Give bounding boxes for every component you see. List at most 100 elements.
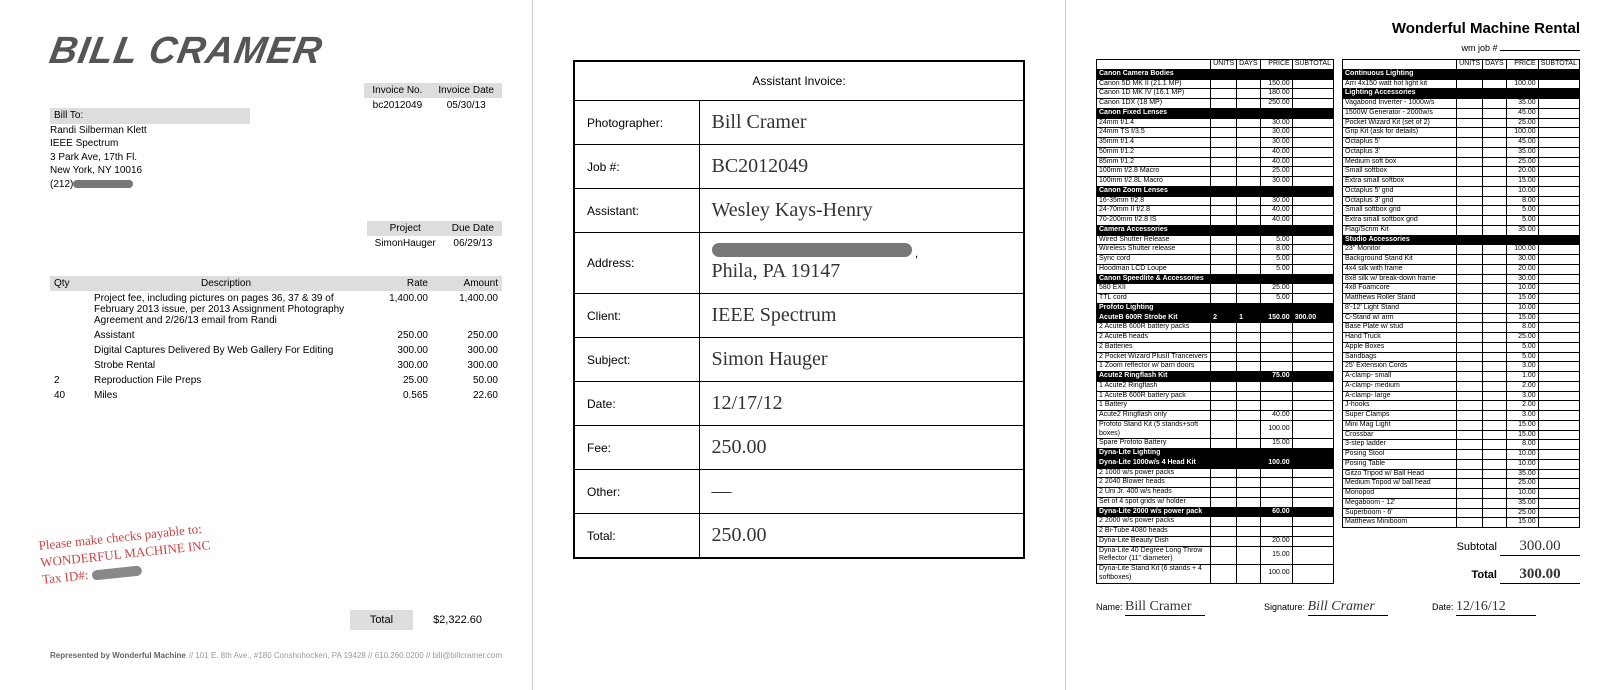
rental-row: Profoto Stand Kit (5 stands+soft boxes)1… — [1097, 420, 1334, 439]
form-row: Assistant:Wesley Kays-Henry — [574, 189, 1024, 233]
rental-row: Megaboom - 12'35.00 — [1343, 498, 1580, 508]
rental-row: Wired Shutter Release5.00 — [1097, 235, 1334, 245]
total-value: $2,322.60 — [413, 610, 502, 630]
form-value: 250.00 — [699, 426, 1024, 470]
rental-row: Dyna-Lite Stand Kit (6 stands + 4 softbo… — [1097, 565, 1334, 584]
total-label: Total — [350, 610, 413, 630]
rental-row: Medium soft box25.00 — [1343, 157, 1580, 167]
rental-row: 580 EXII25.00 — [1097, 284, 1334, 294]
invoice-line: Project fee, including pictures on pages… — [50, 291, 502, 328]
rental-row: C-Stand w/ arm15.00 — [1343, 313, 1580, 323]
rental-row: A-clamp- small1.00 — [1343, 372, 1580, 382]
rental-row: Small softbox20.00 — [1343, 167, 1580, 177]
rental-row: Crossbar15.00 — [1343, 430, 1580, 440]
rental-section: Dyna-Lite Lighting — [1097, 449, 1334, 459]
form-label: Total: — [574, 514, 699, 559]
form-label: Subject: — [574, 338, 699, 382]
form-label: Date: — [574, 382, 699, 426]
rental-row: Sandbags5.00 — [1343, 352, 1580, 362]
rental-section: Dyna-Lite 1000w/s 4 Head Kit100.00 — [1097, 458, 1334, 468]
rental-section: Studio Accessories — [1343, 235, 1580, 245]
rental-section: Profoto Lighting — [1097, 303, 1334, 313]
rental-row: Octaplus 5' grid10.00 — [1343, 186, 1580, 196]
rental-row: Hand Truck25.00 — [1343, 333, 1580, 343]
rental-row: Monopod10.00 — [1343, 489, 1580, 499]
rental-row: 23" Monitor100.00 — [1343, 245, 1580, 255]
form-label: Assistant: — [574, 189, 699, 233]
rental-row: 2 1000 w/s power packs — [1097, 468, 1334, 478]
form-label: Address: — [574, 233, 699, 294]
rental-row: Small softbox grid5.00 — [1343, 206, 1580, 216]
rental-signature-row: Name: Bill Cramer Signature: Bill Cramer… — [1096, 599, 1580, 616]
rental-row: 100mm f/2.8 Macro25.00 — [1097, 167, 1334, 177]
bill-to-addr2: New York, NY 10016 — [50, 164, 250, 178]
form-row: Address: ,Phila, PA 19147 — [574, 233, 1024, 294]
rental-row: 24mm f/1.430.00 — [1097, 118, 1334, 128]
rental-row: Medium Tripod w/ ball head25.00 — [1343, 479, 1580, 489]
rental-row: 50mm f/1.240.00 — [1097, 147, 1334, 157]
sig-name: Name: Bill Cramer — [1096, 599, 1244, 616]
rental-row: 2 Uni Jr. 400 w/s heads — [1097, 488, 1334, 498]
rental-row: Superboom - 6'25.00 — [1343, 508, 1580, 518]
bill-to-name: Randi Silberman Klett — [50, 124, 250, 138]
redacted-address — [712, 243, 912, 257]
rental-row: Super Clamps3.00 — [1343, 411, 1580, 421]
rental-row: 85mm f/1.240.00 — [1097, 157, 1334, 167]
rental-row: 16-35mm f/2.830.00 — [1097, 196, 1334, 206]
bill-to-phone: (212) — [50, 178, 250, 192]
rental-row: 1 Acute2 Ringflash — [1097, 381, 1334, 391]
form-value: Wesley Kays-Henry — [699, 189, 1024, 233]
rental-row: Sync cord5.00 — [1097, 255, 1334, 265]
rental-row: Posing Table10.00 — [1343, 459, 1580, 469]
form-value: Bill Cramer — [699, 101, 1024, 145]
rental-row: 1500W Generator - 2000w/s45.00 — [1343, 108, 1580, 118]
rental-row: Base Plate w/ stud8.00 — [1343, 323, 1580, 333]
rental-row: Dyna-Lite Beauty Dish20.00 — [1097, 536, 1334, 546]
rental-title: Wonderful Machine Rental — [1096, 20, 1580, 37]
rental-subtotal: Subtotal 300.00 — [1342, 538, 1580, 556]
form-value: BC2012049 — [699, 145, 1024, 189]
rental-section: Dyna-Lite 2000 w/s power pack60.00 — [1097, 507, 1334, 517]
rental-table-left: UNITSDAYSPRICESUBTOTALCanon Camera Bodie… — [1096, 59, 1334, 584]
invoice-line: Assistant250.00250.00 — [50, 328, 502, 343]
rental-row: Octaplus 5'45.00 — [1343, 138, 1580, 148]
invoice-line: Digital Captures Delivered By Web Galler… — [50, 343, 502, 358]
rental-row: 35mm f/1.430.00 — [1097, 138, 1334, 148]
form-row: Client:IEEE Spectrum — [574, 294, 1024, 338]
rental-section: Canon Zoom Lenses — [1097, 186, 1334, 196]
form-row: Subject:Simon Hauger — [574, 338, 1024, 382]
rental-row: TTL cord5.00 — [1097, 294, 1334, 304]
rental-row: Matthews Roller Stand15.00 — [1343, 294, 1580, 304]
rental-row: A-clamp- medium2.00 — [1343, 381, 1580, 391]
rental-row: 8'-12' Light Stand10.00 — [1343, 303, 1580, 313]
form-label: Job #: — [574, 145, 699, 189]
rental-row: Acute2 Ringflash only40.00 — [1097, 411, 1334, 421]
sig-date: Date: 12/16/12 — [1432, 599, 1580, 616]
rental-row: 1 Battery — [1097, 401, 1334, 411]
redacted-phone — [73, 180, 133, 188]
form-label: Other: — [574, 470, 699, 514]
invoice-lines: Project fee, including pictures on pages… — [50, 291, 502, 403]
rental-total: Total 300.00 — [1342, 566, 1580, 584]
rental-row: 3-step ladder8.00 — [1343, 440, 1580, 450]
form-row: Date:12/17/12 — [574, 382, 1024, 426]
form-value: Simon Hauger — [699, 338, 1024, 382]
bill-to-addr1: 3 Park Ave, 17th Fl. — [50, 151, 250, 165]
rental-section: Lighting Accessories — [1343, 89, 1580, 99]
form-value: 12/17/12 — [699, 382, 1024, 426]
rental-row: 2 Batteries — [1097, 342, 1334, 352]
invoice-panel: BILL CRAMER Bill To: Randi Silberman Kle… — [0, 0, 533, 690]
form-row: Other:— — [574, 470, 1024, 514]
bill-to-block: Bill To: Randi Silberman Klett IEEE Spec… — [50, 108, 250, 191]
rental-row: Octaplus 3' grid8.00 — [1343, 196, 1580, 206]
rental-row: Canon 1DX (18 MP)250.00 — [1097, 99, 1334, 109]
assistant-invoice-panel: Assistant Invoice: Photographer:Bill Cra… — [533, 0, 1066, 690]
rental-row: 24mm TS f/3.530.00 — [1097, 128, 1334, 138]
rental-row: Spare Profoto Battery15.00 — [1097, 439, 1334, 449]
rental-row: Extra small softbox15.00 — [1343, 177, 1580, 187]
rental-row: Mini Mag Light15.00 — [1343, 420, 1580, 430]
rental-section: Canon Fixed Lenses — [1097, 108, 1334, 118]
rental-section: Acute2 Ringflash Kit75.00 — [1097, 372, 1334, 382]
rental-row: Flag/Scrim Kit35.00 — [1343, 225, 1580, 235]
rental-section: Canon Camera Bodies — [1097, 69, 1334, 79]
